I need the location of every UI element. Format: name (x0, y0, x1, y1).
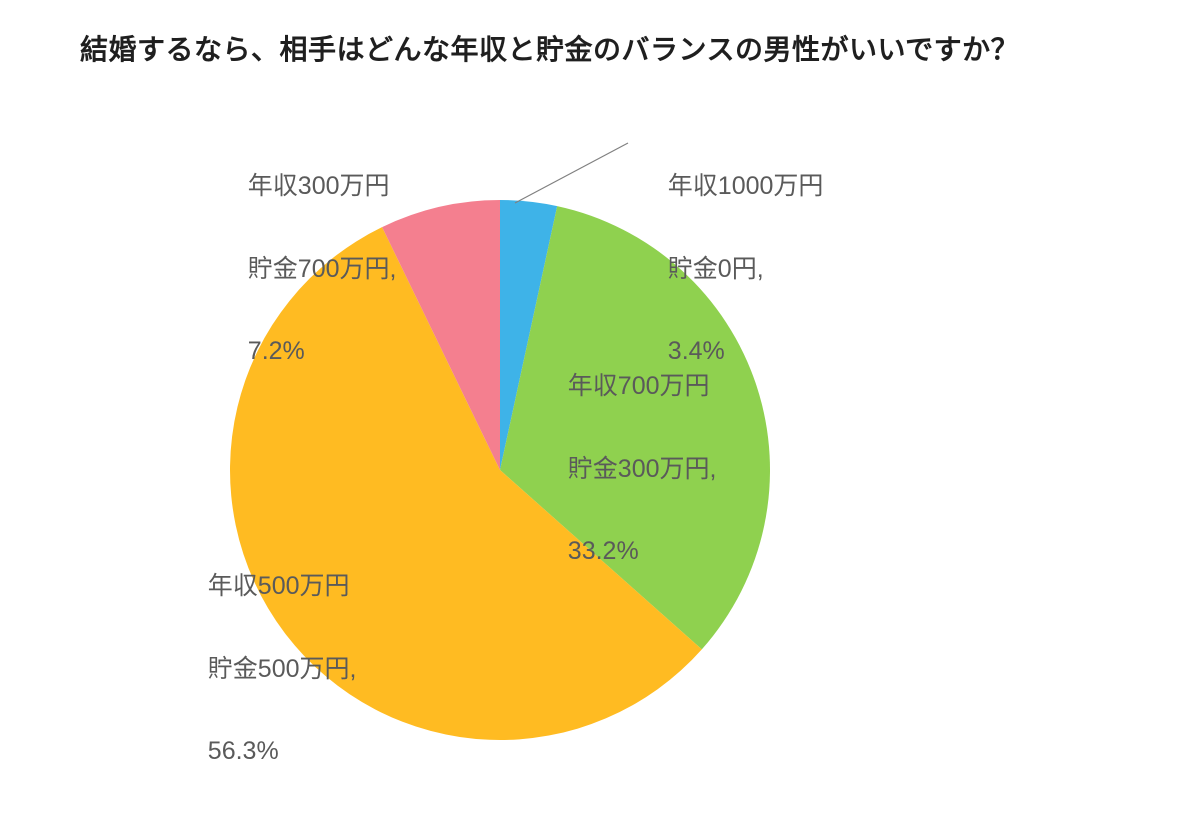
slice-3-line2: 貯金700万円, (248, 255, 397, 283)
slice-label-1: 年収700万円 貯金300万円, 33.2% (540, 325, 716, 614)
slice-1-line3: 33.2% (568, 537, 639, 565)
pie-chart-container: 年収1000万円 貯金0円, 3.4% 年収700万円 貯金300万円, 33.… (0, 130, 1200, 752)
slice-3-line1: 年収300万円 (248, 172, 390, 200)
slice-label-2: 年収500万円 貯金500万円, 56.3% (180, 525, 356, 814)
slice-0-line2: 貯金0円, (668, 255, 764, 283)
slice-1-line1: 年収700万円 (568, 372, 710, 400)
slice-0-line1: 年収1000万円 (668, 172, 824, 200)
slice-2-line2: 貯金500万円, (208, 655, 357, 683)
leader-line-0 (515, 143, 628, 203)
slice-2-line1: 年収500万円 (208, 572, 350, 600)
slice-label-3: 年収300万円 貯金700万円, 7.2% (220, 125, 396, 414)
slice-1-line2: 貯金300万円, (568, 455, 717, 483)
slice-2-line3: 56.3% (208, 737, 279, 765)
slice-3-line3: 7.2% (248, 337, 305, 365)
chart-title: 結婚するなら、相手はどんな年収と貯金のバランスの男性がいいですか？ (80, 28, 1019, 68)
